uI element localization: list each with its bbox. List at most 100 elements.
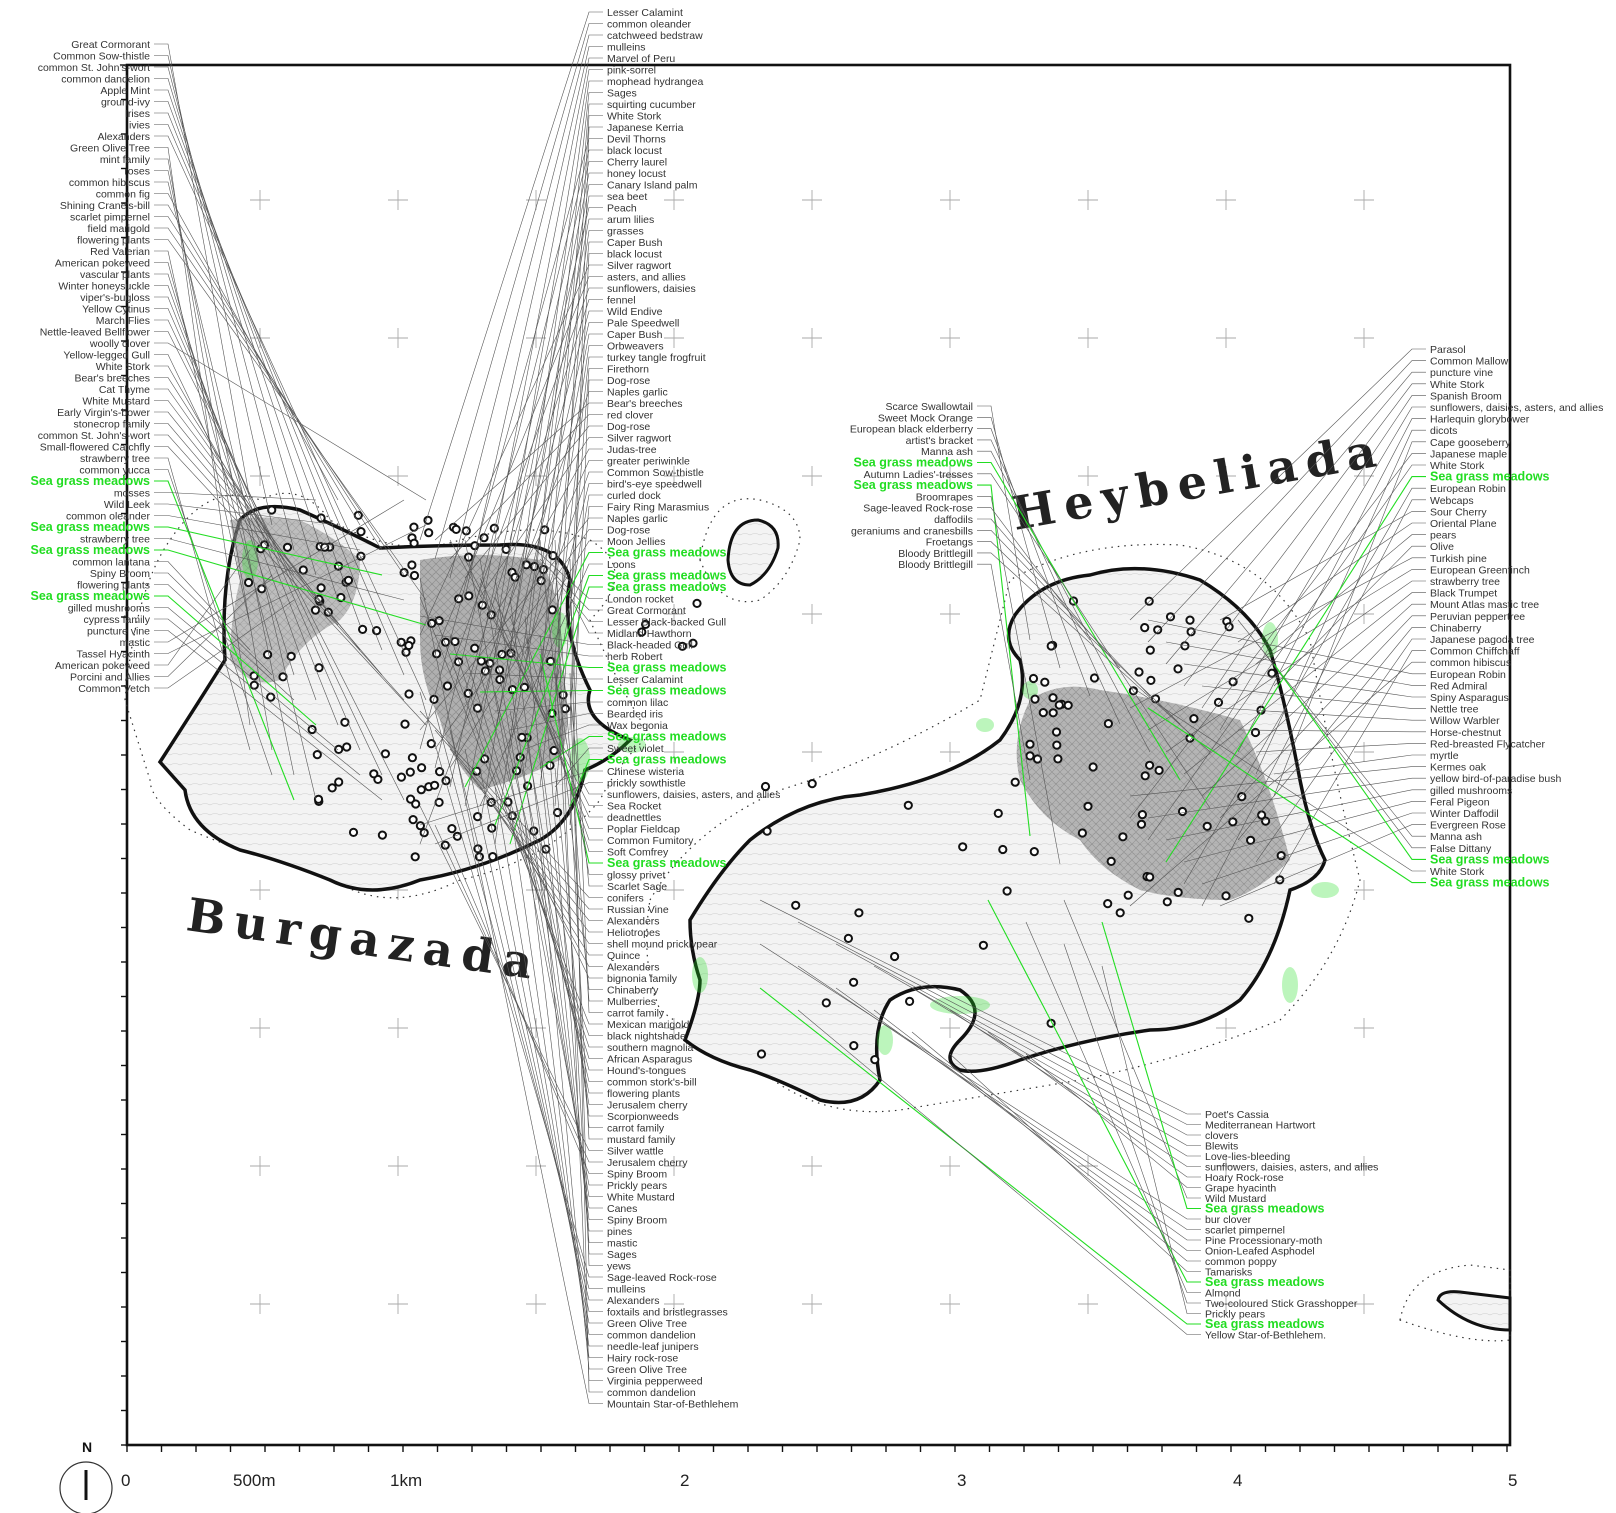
- observation-marker[interactable]: [488, 852, 498, 862]
- observation-marker[interactable]: [1189, 714, 1199, 724]
- observation-marker[interactable]: [377, 830, 387, 840]
- observation-marker[interactable]: [244, 577, 254, 588]
- observation-marker[interactable]: [1145, 872, 1155, 882]
- observation-marker[interactable]: [903, 800, 913, 810]
- observation-marker[interactable]: [407, 560, 417, 570]
- observation-marker[interactable]: [1213, 697, 1224, 708]
- observation-marker[interactable]: [409, 538, 419, 548]
- observation-marker[interactable]: [369, 769, 379, 779]
- observation-marker[interactable]: [843, 933, 854, 944]
- observation-marker[interactable]: [1103, 899, 1113, 909]
- observation-marker[interactable]: [677, 641, 688, 651]
- observation-marker[interactable]: [470, 643, 480, 653]
- observation-marker[interactable]: [1267, 668, 1277, 678]
- observation-marker[interactable]: [1162, 897, 1172, 907]
- observation-marker[interactable]: [978, 940, 989, 950]
- observation-marker[interactable]: [1038, 708, 1048, 718]
- observation-marker[interactable]: [870, 1055, 880, 1065]
- observation-marker[interactable]: [1040, 677, 1050, 687]
- observation-marker[interactable]: [432, 649, 442, 659]
- observation-marker[interactable]: [257, 584, 267, 594]
- observation-marker[interactable]: [1030, 694, 1040, 704]
- observation-marker[interactable]: [343, 575, 354, 585]
- observation-marker[interactable]: [358, 624, 368, 635]
- observation-marker[interactable]: [791, 900, 801, 910]
- observation-marker[interactable]: [442, 681, 453, 691]
- observation-marker[interactable]: [1077, 828, 1088, 838]
- observation-marker[interactable]: [1053, 754, 1063, 764]
- observation-marker[interactable]: [1246, 835, 1256, 845]
- observation-marker[interactable]: [517, 732, 527, 742]
- observation-marker[interactable]: [259, 540, 270, 550]
- observation-marker[interactable]: [1137, 810, 1148, 820]
- observation-marker[interactable]: [464, 591, 474, 601]
- observation-marker[interactable]: [356, 527, 366, 537]
- observation-marker[interactable]: [1140, 771, 1150, 781]
- observation-marker[interactable]: [637, 627, 647, 637]
- observation-marker[interactable]: [1089, 673, 1100, 683]
- observation-marker[interactable]: [266, 692, 276, 702]
- observation-marker[interactable]: [553, 807, 563, 818]
- observation-marker[interactable]: [1261, 816, 1271, 826]
- observation-marker[interactable]: [1052, 740, 1062, 750]
- observation-marker[interactable]: [353, 510, 363, 520]
- observation-marker[interactable]: [263, 650, 273, 660]
- observation-marker[interactable]: [849, 977, 859, 987]
- observation-marker[interactable]: [313, 794, 324, 804]
- observation-marker[interactable]: [407, 753, 417, 763]
- observation-marker[interactable]: [762, 826, 772, 836]
- observation-marker[interactable]: [1228, 817, 1238, 827]
- observation-marker[interactable]: [547, 605, 558, 615]
- observation-marker[interactable]: [489, 523, 499, 533]
- observation-marker[interactable]: [1048, 693, 1058, 703]
- observation-marker[interactable]: [1276, 851, 1286, 861]
- observation-marker[interactable]: [1032, 754, 1043, 764]
- observation-marker[interactable]: [993, 808, 1003, 819]
- observation-marker[interactable]: [998, 844, 1008, 855]
- observation-marker[interactable]: [1202, 821, 1212, 831]
- observation-marker[interactable]: [298, 565, 308, 575]
- observation-marker[interactable]: [1025, 739, 1035, 749]
- observation-marker[interactable]: [1048, 708, 1058, 718]
- observation-marker[interactable]: [1221, 891, 1231, 901]
- observation-marker[interactable]: [1185, 615, 1195, 625]
- observation-marker[interactable]: [380, 749, 390, 759]
- observation-marker[interactable]: [1103, 719, 1114, 729]
- observation-marker[interactable]: [807, 779, 817, 789]
- observation-marker[interactable]: [409, 570, 420, 581]
- observation-marker[interactable]: [307, 724, 317, 735]
- observation-marker[interactable]: [473, 703, 483, 713]
- observation-marker[interactable]: [849, 1041, 859, 1051]
- observation-marker[interactable]: [411, 799, 421, 809]
- observation-marker[interactable]: [416, 785, 426, 795]
- observation-marker[interactable]: [760, 781, 771, 792]
- observation-marker[interactable]: [958, 842, 968, 852]
- observation-marker[interactable]: [1145, 645, 1155, 655]
- observation-marker[interactable]: [1165, 612, 1176, 622]
- observation-marker[interactable]: [1028, 673, 1039, 684]
- observation-marker[interactable]: [854, 908, 864, 918]
- observation-marker[interactable]: [1140, 623, 1150, 633]
- observation-marker[interactable]: [310, 605, 321, 615]
- observation-marker[interactable]: [424, 528, 434, 538]
- observation-marker[interactable]: [316, 583, 326, 593]
- observation-marker[interactable]: [447, 824, 457, 834]
- observation-marker[interactable]: [1154, 765, 1164, 776]
- observation-marker[interactable]: [342, 742, 352, 752]
- observation-marker[interactable]: [408, 815, 418, 825]
- observation-marker[interactable]: [316, 513, 326, 523]
- observation-marker[interactable]: [1046, 641, 1056, 651]
- observation-marker[interactable]: [1063, 700, 1073, 710]
- observation-marker[interactable]: [1134, 667, 1144, 677]
- observation-marker[interactable]: [1118, 832, 1128, 842]
- observation-marker[interactable]: [480, 666, 490, 676]
- observation-marker[interactable]: [278, 672, 288, 682]
- observation-marker[interactable]: [1010, 777, 1020, 787]
- observation-marker[interactable]: [415, 821, 425, 831]
- observation-marker[interactable]: [401, 647, 411, 657]
- observation-marker[interactable]: [404, 689, 414, 699]
- observation-marker[interactable]: [1136, 819, 1147, 829]
- observation-marker[interactable]: [1177, 806, 1188, 817]
- observation-marker[interactable]: [480, 754, 490, 764]
- observation-marker[interactable]: [1186, 627, 1196, 637]
